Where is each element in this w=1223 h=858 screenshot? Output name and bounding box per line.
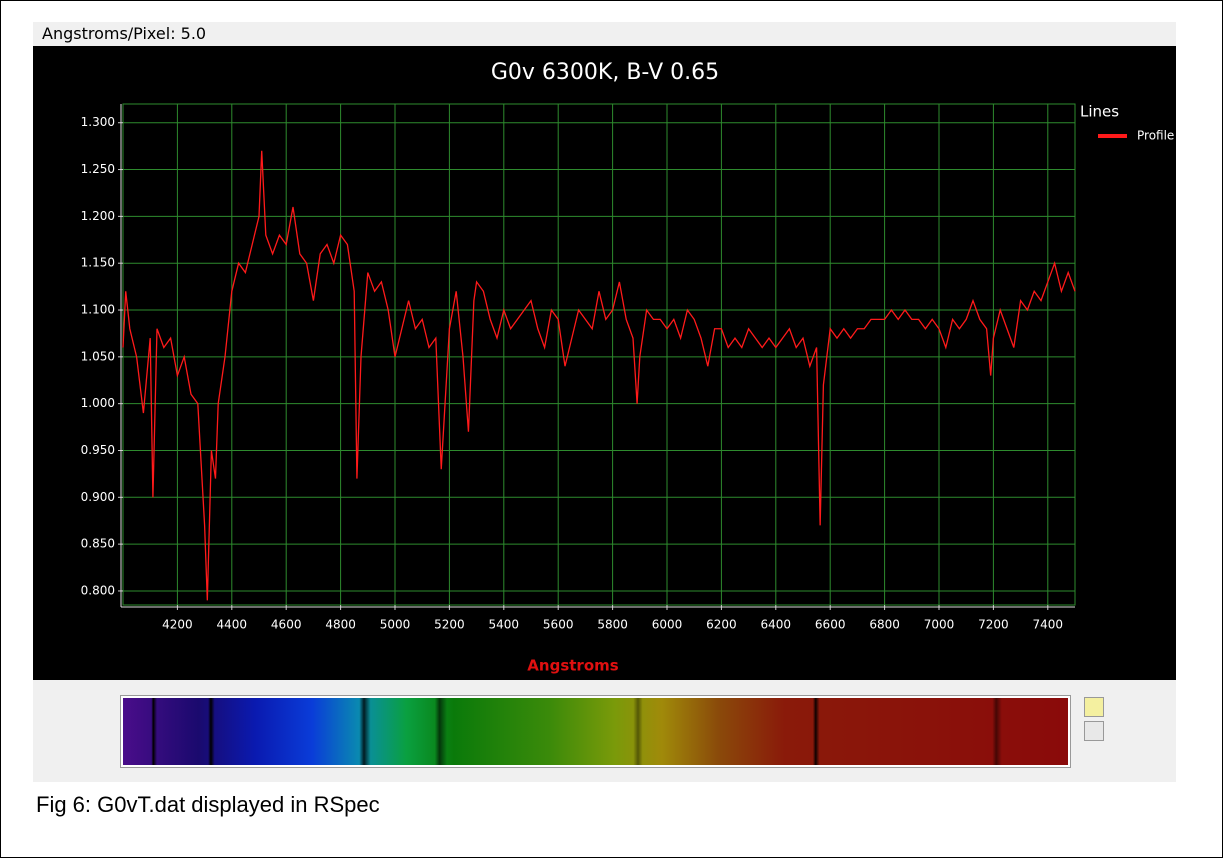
x-tick-label: 7400 [1033, 618, 1064, 632]
spectrum-image [123, 698, 1068, 765]
chart: G0v 6300K, B-V 0.65 Angstroms Lines 0.80… [33, 46, 1176, 680]
x-tick-label: 5400 [489, 618, 520, 632]
y-tick-label: 1.300 [81, 115, 115, 129]
x-axis-label: Angstroms [527, 657, 618, 675]
y-tick-label: 1.150 [81, 256, 115, 270]
x-tick-label: 6000 [652, 618, 683, 632]
y-tick-label: 0.950 [81, 443, 115, 457]
x-tick-label: 5600 [543, 618, 574, 632]
caption: Fig 6: G0vT.dat displayed in RSpec [36, 792, 380, 818]
x-tick-label: 6800 [869, 618, 900, 632]
y-tick-label: 1.050 [81, 349, 115, 363]
x-tick-label: 7200 [978, 618, 1009, 632]
x-tick-label: 6600 [815, 618, 846, 632]
y-tick-label: 0.800 [81, 583, 115, 597]
y-tick-label: 1.100 [81, 303, 115, 317]
refresh-button[interactable] [1084, 697, 1104, 717]
y-tick-label: 1.250 [81, 162, 115, 176]
x-tick-label: 4800 [325, 618, 356, 632]
x-tick-label: 5800 [597, 618, 628, 632]
settings-button[interactable] [1084, 721, 1104, 741]
legend-title: Lines [1080, 103, 1119, 121]
x-tick-label: 7000 [924, 618, 955, 632]
scale-label: Angstroms/Pixel: 5.0 [42, 24, 206, 43]
tool-buttons [1084, 697, 1104, 745]
x-tick-label: 4600 [271, 618, 302, 632]
y-tick-label: 0.850 [81, 537, 115, 551]
y-tick-label: 1.000 [81, 396, 115, 410]
x-tick-label: 4200 [162, 618, 193, 632]
x-tick-label: 6200 [706, 618, 737, 632]
x-tick-label: 5000 [380, 618, 411, 632]
page: Angstroms/Pixel: 5.0 G0v 6300K, B-V 0.65… [0, 0, 1223, 858]
x-tick-label: 4400 [217, 618, 248, 632]
spectrum-strip [120, 695, 1071, 768]
chart-bg [33, 46, 1176, 680]
y-tick-label: 0.900 [81, 490, 115, 504]
x-tick-label: 6400 [761, 618, 792, 632]
chart-title: G0v 6300K, B-V 0.65 [491, 60, 719, 85]
legend-label: Profile [1137, 129, 1174, 143]
x-tick-label: 5200 [434, 618, 465, 632]
y-tick-label: 1.200 [81, 209, 115, 223]
